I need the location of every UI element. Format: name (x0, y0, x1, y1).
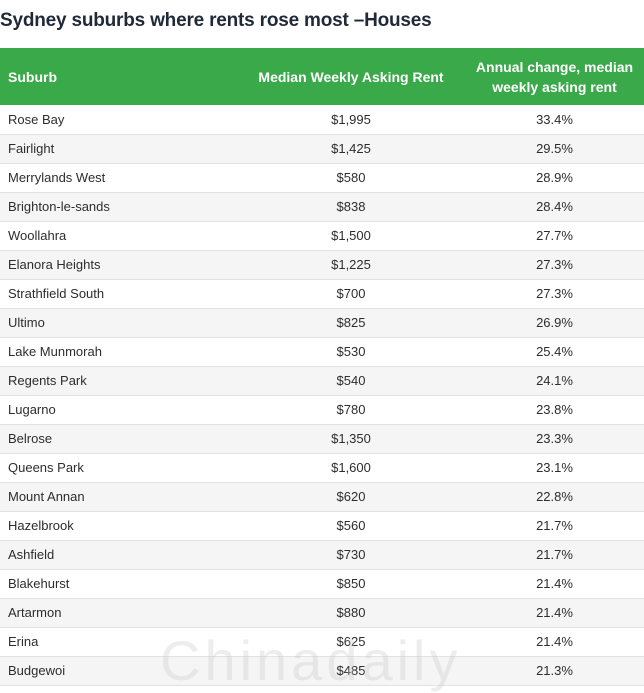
table-row: Blakehurst $850 21.4% (0, 569, 644, 598)
page-title: Sydney suburbs where rents rose most –Ho… (0, 10, 432, 31)
suburb-cell: Artarmon (8, 605, 62, 620)
table-row: Budgewoi $485 21.3% (0, 656, 644, 685)
change-cell: 28.4% (536, 199, 573, 214)
suburb-cell: Blakehurst (8, 576, 70, 591)
table-row: Lake Munmorah $530 25.4% (0, 337, 644, 366)
rent-cell: $1,995 (331, 111, 371, 127)
rent-cell: $620 (336, 489, 366, 504)
column-header-change-line1: Annual change, median (475, 58, 634, 75)
table-row: Regents Park $540 24.1% (0, 366, 644, 395)
change-cell: 21.7% (536, 518, 573, 533)
suburb-cell: Belrose (8, 431, 53, 446)
rent-cell: $485 (336, 663, 366, 678)
table-row: Belrose $1,350 23.3% (0, 424, 644, 453)
suburb-cell: Lake Munmorah (8, 344, 102, 359)
change-cell: 21.4% (536, 634, 573, 649)
change-cell: 27.3% (536, 286, 573, 301)
change-cell: 23.1% (536, 460, 573, 475)
rent-cell: $1,500 (331, 228, 371, 243)
table-row: Elanora Heights $1,225 27.3% (0, 250, 644, 279)
change-cell: 21.4% (536, 576, 573, 591)
rent-cell: $730 (336, 547, 366, 562)
rent-cell: $780 (336, 402, 366, 417)
suburb-cell: Erina (8, 634, 39, 649)
suburb-cell: Fairlight (8, 141, 55, 156)
rent-cell: $880 (336, 605, 366, 620)
rent-cell: $825 (336, 315, 366, 330)
suburb-cell: Brighton-le-sands (8, 199, 110, 214)
rent-cell: $1,225 (331, 257, 371, 272)
table-row: Artarmon $880 21.4% (0, 598, 644, 627)
table-row: Merrylands West $580 28.9% (0, 163, 644, 192)
table-body: Rose Bay $1,995 33.4% Fairlight $1,425 29.5% M… (0, 105, 644, 685)
change-cell: 27.3% (536, 257, 573, 272)
change-cell: 27.7% (536, 228, 573, 243)
change-cell: 21.4% (536, 605, 573, 620)
table-row: Hazelbrook $560 21.7% (0, 511, 644, 540)
change-cell: 29.5% (536, 141, 573, 156)
suburb-cell: Elanora Heights (8, 257, 101, 272)
change-cell: 33.4% (536, 111, 573, 127)
suburb-cell: Merrylands West (8, 170, 106, 185)
table-header-row: Suburb Median Weekly Asking Rent Annual … (0, 48, 644, 105)
suburb-cell: Hazelbrook (8, 518, 74, 533)
table-row: Mount Annan $620 22.8% (0, 482, 644, 511)
rent-cell: $1,600 (331, 460, 371, 475)
change-cell: 28.9% (536, 170, 573, 185)
column-header-change[interactable]: Annual change, median weekly asking rent (465, 48, 644, 105)
rent-cell: $838 (336, 199, 366, 214)
rent-table: Suburb Median Weekly Asking Rent Annual … (0, 48, 644, 686)
change-cell: 23.3% (536, 431, 573, 446)
table-row: Brighton-le-sands $838 28.4% (0, 192, 644, 221)
suburb-cell: Strathfield South (8, 286, 105, 301)
change-cell: 21.3% (536, 663, 573, 678)
change-cell: 26.9% (536, 315, 573, 330)
table-row: Lugarno $780 23.8% (0, 395, 644, 424)
suburb-cell: Regents Park (8, 373, 87, 388)
rent-cell: $530 (336, 344, 366, 359)
suburb-cell: Ashfield (8, 547, 55, 562)
change-cell: 23.8% (536, 402, 573, 417)
change-cell: 24.1% (536, 373, 573, 388)
rent-cell: $850 (336, 576, 366, 591)
suburb-cell: Woollahra (8, 228, 67, 243)
table-row: Woollahra $1,500 27.7% (0, 221, 644, 250)
suburb-cell: Queens Park (8, 460, 84, 475)
rent-cell: $700 (336, 286, 366, 301)
table-row: Ultimo $825 26.9% (0, 308, 644, 337)
suburb-cell: Lugarno (8, 402, 56, 417)
change-cell: 22.8% (536, 489, 573, 504)
table-row: Rose Bay $1,995 33.4% (0, 105, 644, 134)
table-row: Fairlight $1,425 29.5% (0, 134, 644, 163)
suburb-cell: Rose Bay (8, 111, 65, 127)
change-cell: 21.7% (536, 547, 573, 562)
rent-cell: $1,350 (331, 431, 371, 446)
rent-cell: $580 (336, 170, 366, 185)
suburb-cell: Mount Annan (8, 489, 85, 504)
column-header-suburb[interactable]: Suburb (8, 68, 57, 85)
rent-cell: $625 (336, 634, 366, 649)
change-cell: 25.4% (536, 344, 573, 359)
suburb-cell: Ultimo (8, 315, 45, 330)
rent-cell: $540 (336, 373, 366, 388)
column-header-rent[interactable]: Median Weekly Asking Rent (258, 68, 444, 85)
rent-cell: $560 (336, 518, 366, 533)
column-header-change-line2: weekly asking rent (492, 78, 617, 95)
table-row: Strathfield South $700 27.3% (0, 279, 644, 308)
suburb-cell: Budgewoi (8, 663, 66, 678)
table-row: Erina $625 21.4% (0, 627, 644, 656)
rent-cell: $1,425 (331, 141, 371, 156)
table-row: Queens Park $1,600 23.1% (0, 453, 644, 482)
table-row: Ashfield $730 21.7% (0, 540, 644, 569)
